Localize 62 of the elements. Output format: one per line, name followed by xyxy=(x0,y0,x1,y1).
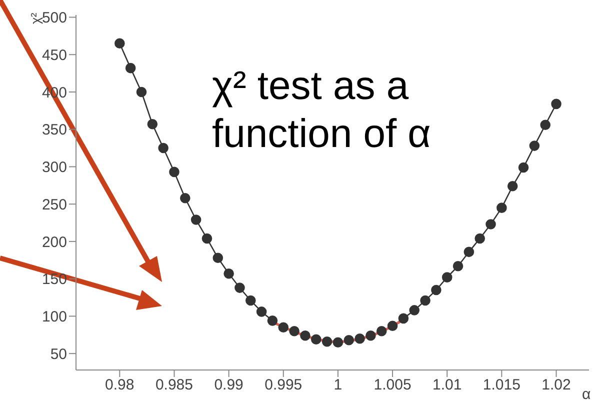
point xyxy=(474,233,485,244)
point xyxy=(212,252,224,264)
point xyxy=(507,180,518,192)
annotation: χ² test as a function of α xyxy=(212,63,432,158)
x-tick-label: 1.02 xyxy=(542,376,571,394)
x-tick-label: 1.015 xyxy=(482,376,520,394)
y-axis-title: χ² xyxy=(28,12,44,24)
point xyxy=(398,313,409,324)
point xyxy=(354,333,365,344)
y-tick-label: 500 xyxy=(42,10,67,27)
point xyxy=(486,219,496,230)
x-axis-title: α xyxy=(582,386,591,403)
point xyxy=(125,62,136,74)
point xyxy=(114,38,125,49)
x-tick-label: 0.98 xyxy=(105,376,134,394)
point xyxy=(234,282,245,293)
point xyxy=(540,120,550,130)
y-tick-label: 100 xyxy=(42,308,67,326)
point xyxy=(464,246,474,258)
y-tick-label: 300 xyxy=(42,159,67,176)
y-tick-label: 250 xyxy=(42,196,67,214)
point xyxy=(376,326,387,336)
point xyxy=(278,322,289,333)
point xyxy=(322,336,332,347)
point xyxy=(496,202,507,213)
point xyxy=(180,192,190,204)
point xyxy=(366,330,376,341)
point xyxy=(300,330,310,341)
point xyxy=(529,140,540,151)
y-tick-label: 350 xyxy=(42,122,67,139)
point xyxy=(387,320,398,332)
point xyxy=(332,337,344,348)
point xyxy=(420,295,430,306)
point xyxy=(310,334,322,345)
x-tick-label: 0.995 xyxy=(264,376,302,394)
point xyxy=(245,295,256,306)
point xyxy=(158,142,168,154)
x-tick-label: 0.99 xyxy=(214,376,244,394)
point xyxy=(344,334,354,346)
x-tick-label: 0.985 xyxy=(155,376,194,394)
point xyxy=(202,233,212,244)
y-tick-label: 150 xyxy=(42,271,67,288)
point xyxy=(551,98,562,110)
y-tick-label: 450 xyxy=(42,46,67,64)
point xyxy=(190,214,202,225)
point xyxy=(431,284,442,296)
x-tick-label: 1.01 xyxy=(432,376,462,394)
point xyxy=(442,272,452,282)
point xyxy=(256,306,267,317)
point xyxy=(452,260,464,272)
y-tick-label: 50 xyxy=(50,346,67,363)
x-tick-label: 1.005 xyxy=(374,376,412,394)
point xyxy=(136,86,147,98)
point xyxy=(147,118,158,130)
x-tick-label: 1 xyxy=(334,376,342,394)
y-tick-label: 200 xyxy=(42,234,67,251)
point xyxy=(169,166,180,178)
point xyxy=(267,316,278,326)
point xyxy=(409,305,420,316)
point xyxy=(224,268,234,279)
point xyxy=(518,162,529,173)
point xyxy=(289,326,300,336)
